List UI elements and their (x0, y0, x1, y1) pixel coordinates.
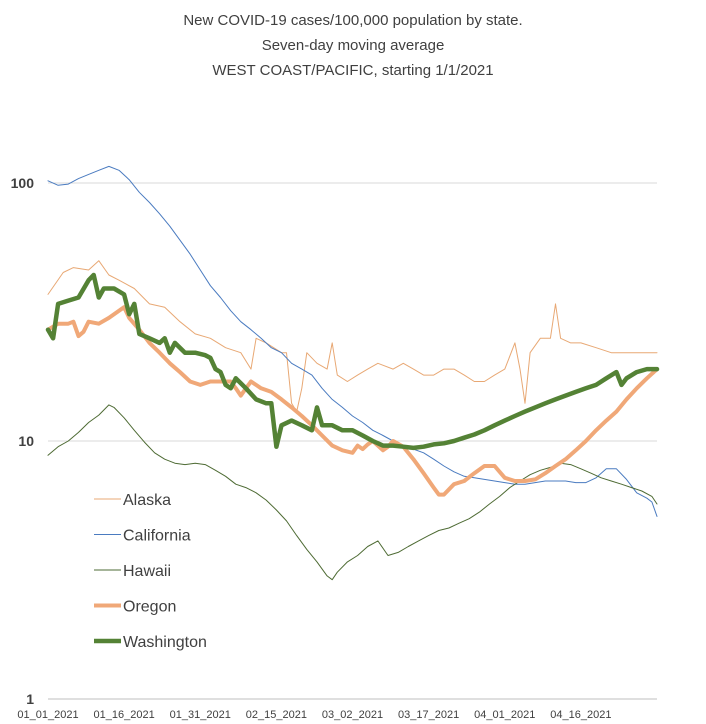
y-tick-label: 1 (26, 691, 34, 707)
legend-label-california: California (123, 528, 191, 545)
series-lines (45, 165, 660, 581)
y-axis-ticks: 1 10 100 (11, 175, 35, 707)
y-tick-label: 10 (18, 433, 34, 449)
x-tick-label: 03_17_2021 (398, 709, 459, 721)
series-line-alaska (47, 260, 658, 413)
x-tick-label: 01_16_2021 (94, 709, 155, 721)
x-axis-ticks: 01_01_2021 01_16_2021 01_31_2021 02_15_2021… (17, 709, 611, 721)
legend-label-hawaii: Hawaii (123, 563, 171, 580)
grid-lines (48, 182, 657, 442)
y-tick-label: 100 (11, 175, 35, 191)
x-tick-label: 02_15_2021 (246, 709, 307, 721)
legend-label-oregon: Oregon (123, 599, 176, 616)
chart-title-line-3: WEST COAST/PACIFIC, starting 1/1/2021 (212, 62, 493, 79)
x-tick-label: 04_01_2021 (474, 709, 535, 721)
chart-title: New COVID-19 cases/100,000 population by… (183, 12, 522, 79)
x-tick-label: 01_01_2021 (17, 709, 78, 721)
legend-label-washington: Washington (123, 634, 207, 651)
legend-label-alaska: Alaska (123, 492, 171, 509)
chart-title-line-1: New COVID-19 cases/100,000 population by… (183, 12, 522, 29)
series-line-california (47, 165, 658, 517)
x-tick-label: 01_31_2021 (170, 709, 231, 721)
series-line-washington (45, 272, 660, 451)
x-tick-label: 03_02_2021 (322, 709, 383, 721)
x-tick-label: 04_16_2021 (550, 709, 611, 721)
chart-title-line-2: Seven-day moving average (262, 37, 445, 54)
legend: Alaska California Hawaii Oregon Washington (94, 492, 207, 651)
